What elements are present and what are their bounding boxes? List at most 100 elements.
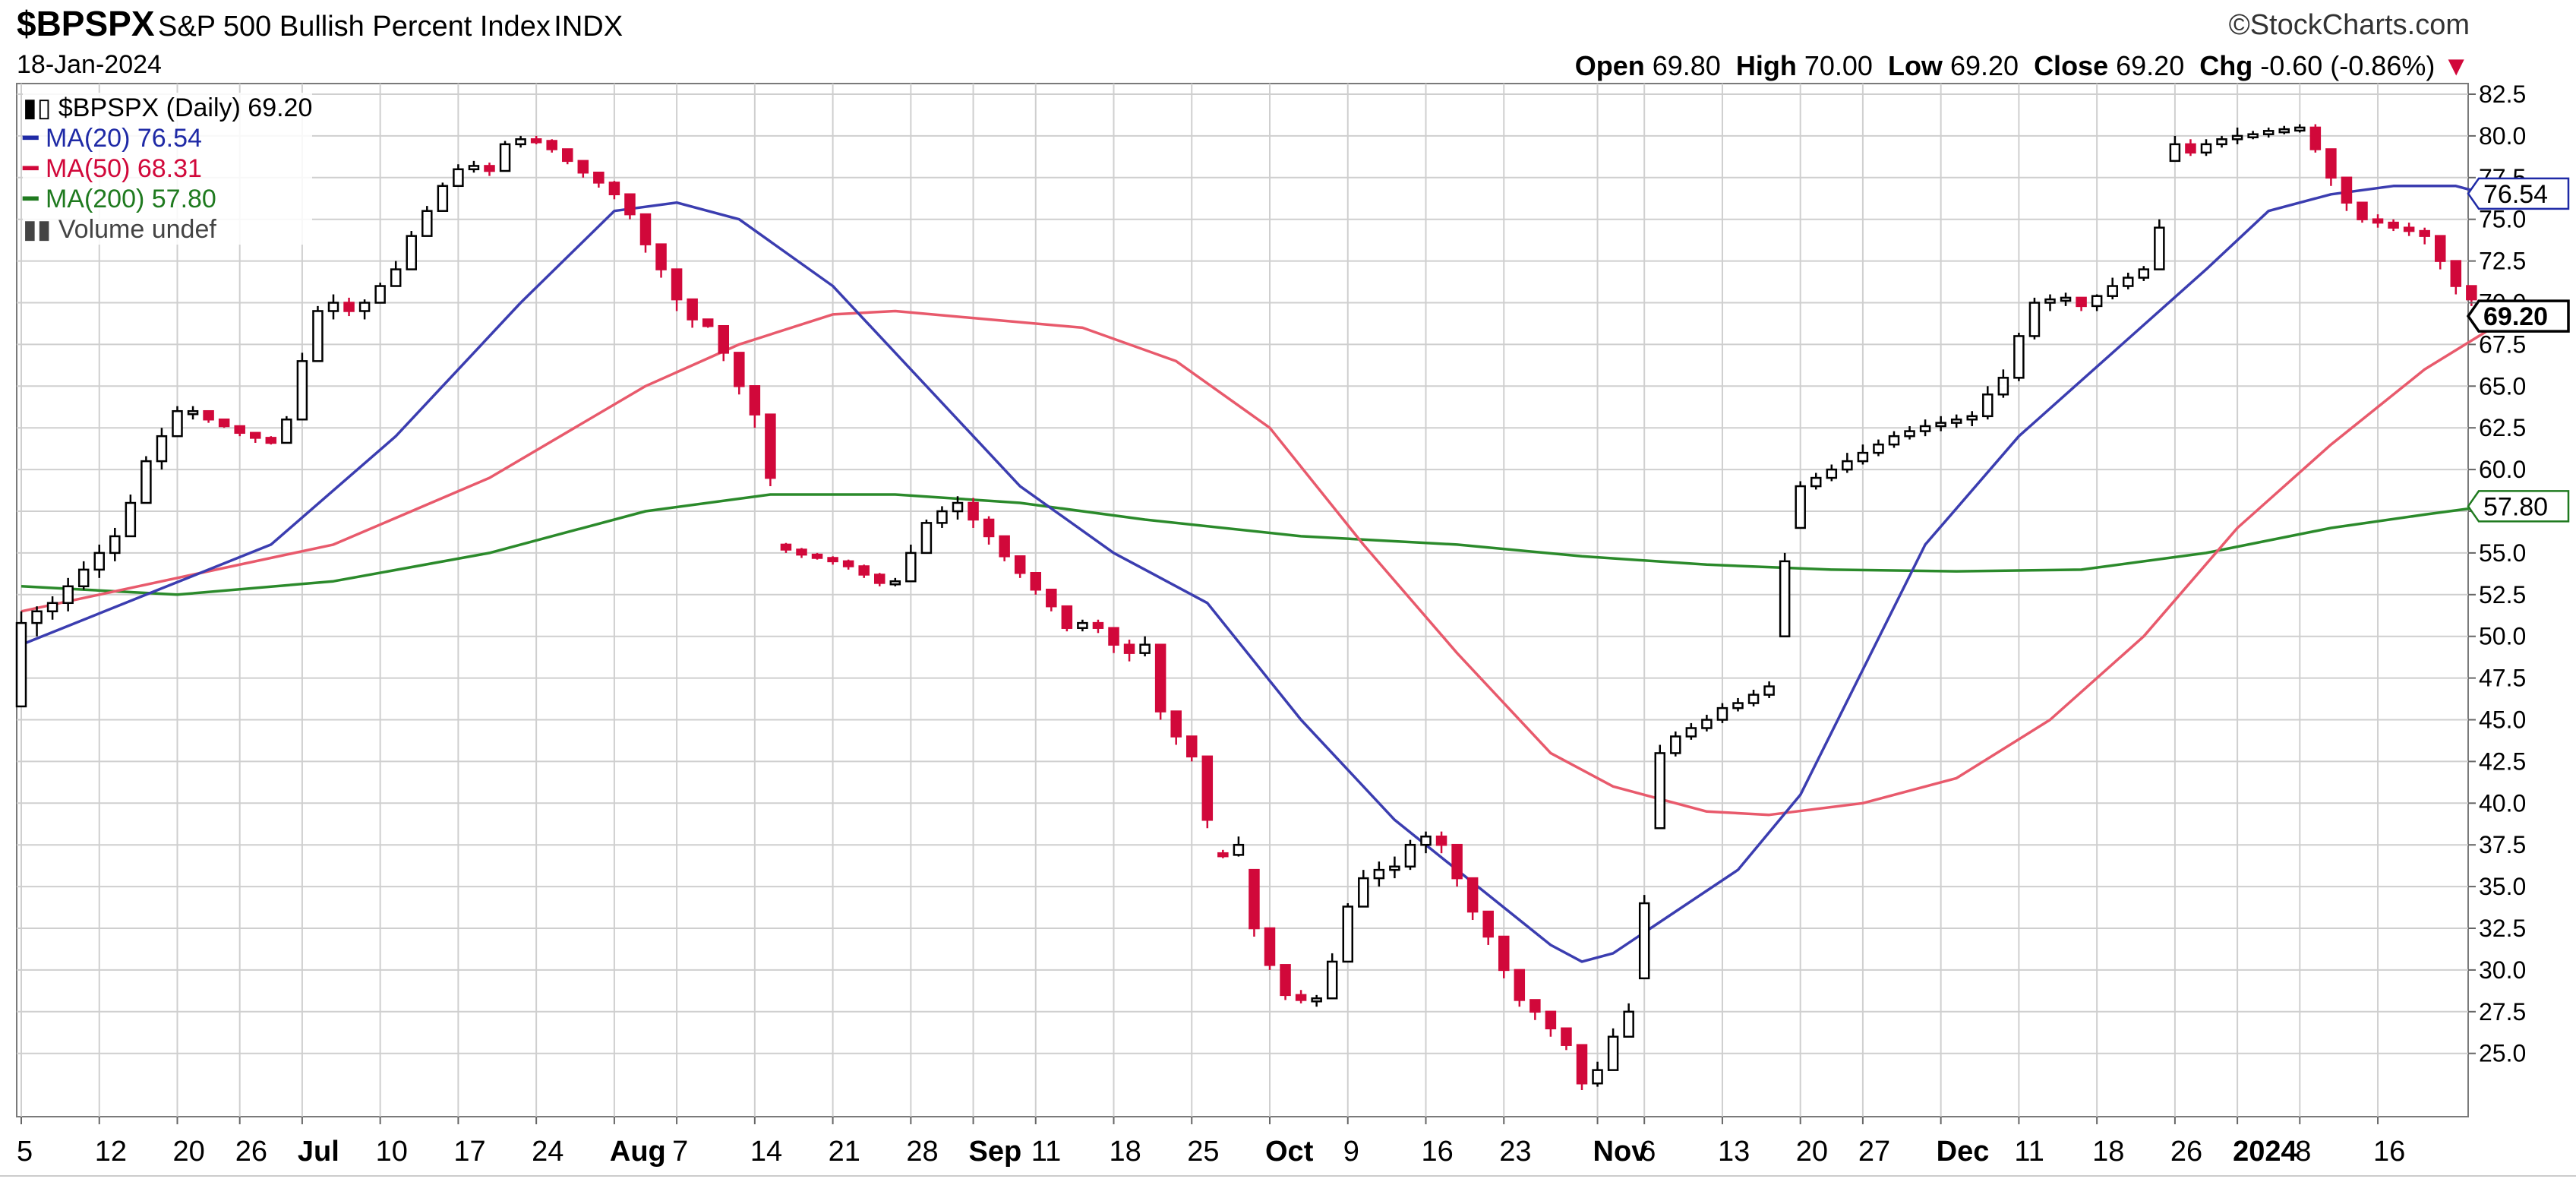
candle (1326, 953, 1338, 1000)
y-tick-label: 60.0 (2479, 456, 2526, 483)
x-tick-label: 28 (906, 1136, 938, 1168)
candle (874, 573, 886, 586)
candle (1638, 895, 1650, 980)
candle (1154, 643, 1166, 720)
candle (1108, 627, 1119, 653)
candle-body (562, 148, 573, 163)
candle (1046, 588, 1057, 612)
candle-body (593, 171, 605, 184)
candle (2107, 277, 2118, 300)
candle-body (281, 418, 292, 444)
candle-body (2419, 229, 2430, 237)
candle-body (1123, 643, 1135, 654)
candle (2419, 227, 2430, 245)
candle (1747, 689, 1760, 706)
candle-body (358, 302, 371, 312)
candle (2435, 235, 2446, 270)
candle-body (93, 551, 105, 571)
candle (77, 561, 90, 590)
candle (2325, 148, 2337, 186)
candle (1342, 903, 1353, 963)
y-tick-label: 75.0 (2479, 206, 2526, 233)
candle-body (1685, 727, 1697, 738)
candle-body (1451, 843, 1463, 880)
candle (421, 206, 433, 237)
candle (156, 428, 168, 470)
candle-body (2278, 128, 2290, 134)
candle-body (936, 510, 948, 524)
x-tick-label: 24 (532, 1136, 564, 1168)
x-tick-label: 16 (2373, 1136, 2405, 1168)
candle (2154, 219, 2165, 270)
open-value: 69.80 (1652, 50, 1721, 81)
candle-body (1576, 1044, 1588, 1085)
candle (562, 148, 573, 165)
price-marker-label: 69.20 (2483, 302, 2548, 331)
x-tick-label: 25 (1187, 1136, 1219, 1168)
candle (2294, 124, 2306, 133)
candle (811, 552, 823, 560)
candle (218, 418, 230, 428)
x-tick-label: 11 (2014, 1136, 2044, 1168)
candle (1545, 1010, 1557, 1037)
y-tick-label: 32.5 (2479, 915, 2526, 942)
candle (250, 431, 261, 443)
candle-body (671, 268, 683, 301)
chart-date: 18-Jan-2024 (17, 50, 162, 79)
candle (1982, 386, 1994, 420)
candles (15, 124, 2493, 1091)
candle-body (655, 243, 667, 270)
candle-body (639, 213, 652, 245)
x-tick-label: 18 (2092, 1136, 2124, 1168)
price-marker-label: 76.54 (2483, 180, 2548, 209)
y-tick-label: 45.0 (2479, 706, 2526, 734)
candle-body (2028, 302, 2041, 337)
candle (1919, 419, 1931, 437)
candle (1607, 1028, 1619, 1071)
high-label: High (1735, 50, 1797, 81)
candle (1857, 444, 1869, 465)
candle-body (203, 409, 214, 421)
candle-body (453, 168, 464, 188)
x-tick-label: Nov (1593, 1136, 1648, 1168)
candle-body (1966, 415, 1978, 421)
candle (546, 139, 557, 153)
candle-body (1139, 643, 1151, 654)
y-tick-label: 50.0 (2479, 623, 2526, 650)
candle (1123, 640, 1135, 662)
x-tick-label: 26 (2170, 1136, 2202, 1168)
line-icon: ━ (23, 124, 39, 153)
candle-body (312, 310, 324, 362)
candle-body (999, 535, 1010, 558)
x-tick-label: 20 (1796, 1136, 1828, 1168)
x-tick-label: 9 (1343, 1136, 1359, 1168)
candle-body (1670, 735, 1681, 754)
candle (187, 406, 199, 420)
candle (140, 456, 152, 504)
candle (2278, 125, 2290, 134)
low-label: Low (1887, 50, 1943, 81)
y-tick-label: 72.5 (2479, 248, 2526, 275)
low-value: 69.20 (1949, 50, 2019, 81)
candle (1358, 870, 1369, 908)
copyright-icon: © (2228, 9, 2250, 41)
candle (780, 542, 792, 553)
candle (624, 193, 636, 220)
candle-icon: ▮▯ (23, 93, 52, 122)
legend-item-label: MA(50) 68.31 (45, 154, 202, 183)
candle (1451, 843, 1463, 887)
candle (125, 495, 137, 538)
candle (1030, 572, 1041, 595)
candle (1466, 877, 1479, 921)
candle (889, 577, 901, 586)
candle (1732, 697, 1744, 712)
x-tick-label: 7 (672, 1136, 688, 1168)
x-tick-label: 18 (1110, 1136, 1141, 1168)
candle-body (421, 210, 433, 237)
candle-body (140, 460, 152, 504)
ma200-layer (21, 493, 2488, 596)
candle-body (1747, 694, 1760, 704)
brand[interactable]: ©StockCharts.com (2229, 9, 2470, 42)
candle-body (546, 140, 557, 150)
candle (1842, 453, 1853, 473)
